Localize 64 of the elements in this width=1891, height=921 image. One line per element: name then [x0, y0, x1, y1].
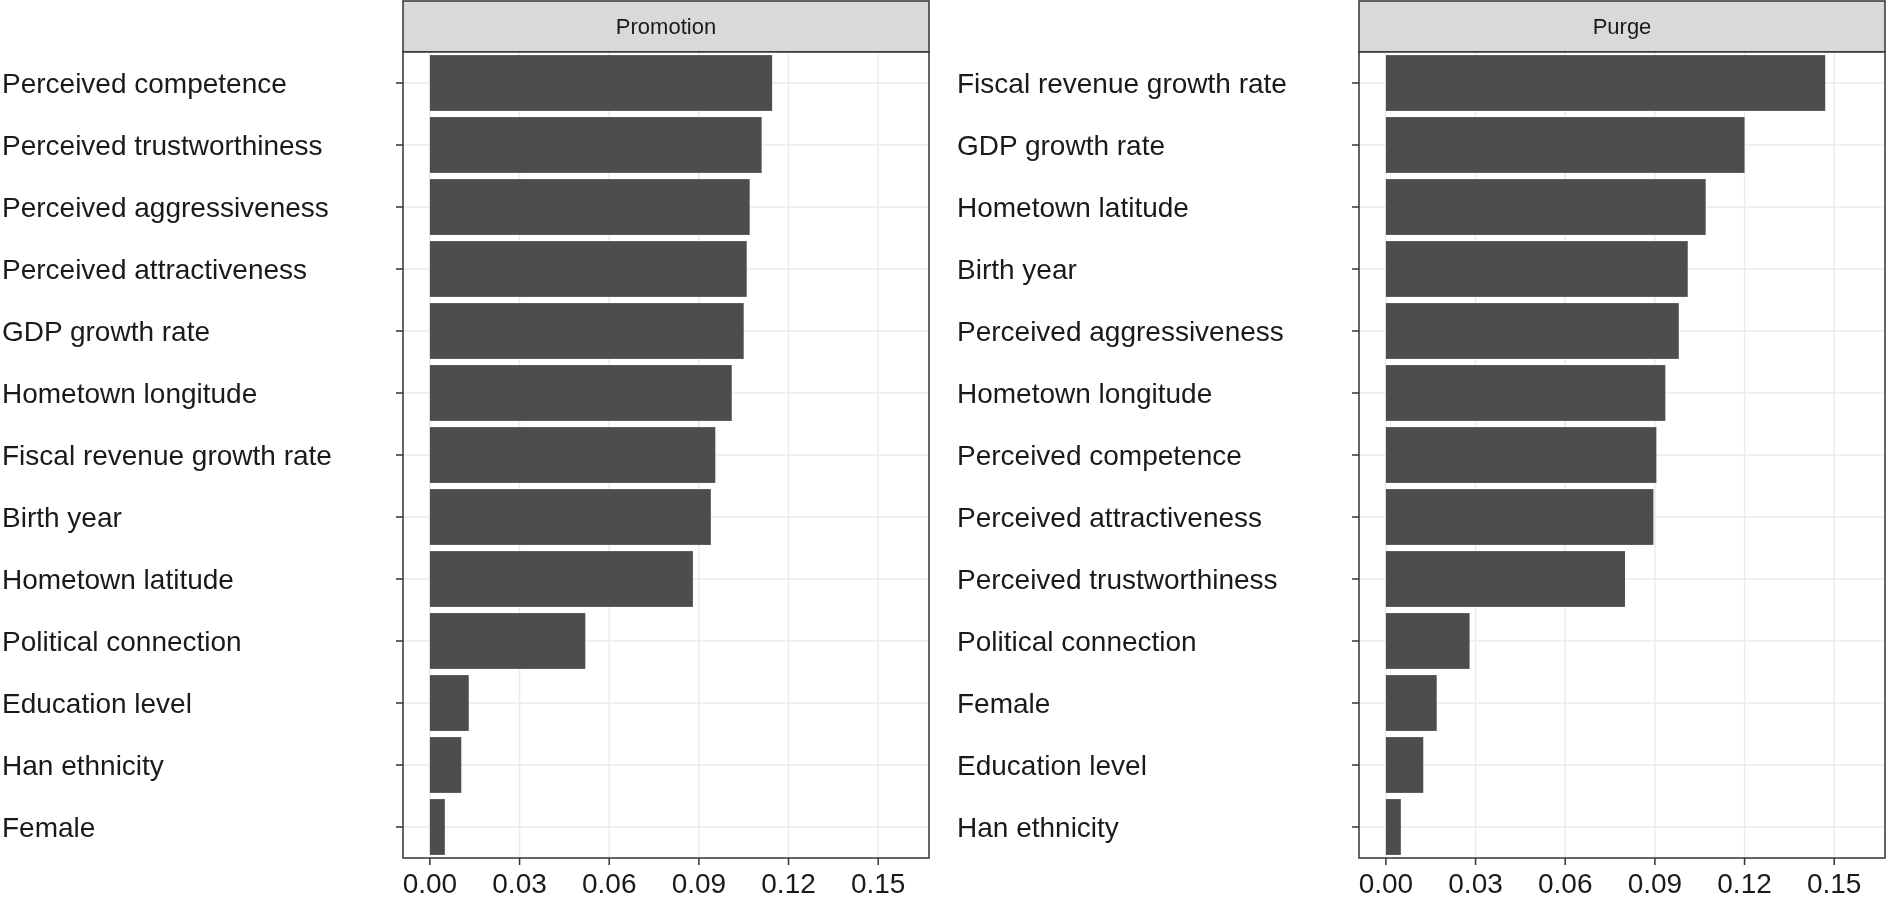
bar: [1385, 613, 1470, 669]
y-tick-label: Han ethnicity: [957, 812, 1119, 843]
bar: [1385, 551, 1625, 607]
bar: [429, 675, 469, 731]
y-tick-label: Hometown latitude: [2, 564, 234, 595]
bar: [429, 117, 762, 173]
y-tick-label: Political connection: [957, 626, 1197, 657]
bar: [1385, 675, 1437, 731]
bar: [1385, 303, 1679, 359]
y-tick-label: Hometown longitude: [2, 378, 258, 409]
bar: [1385, 799, 1401, 855]
y-tick-label: Perceived competence: [957, 440, 1242, 471]
x-tick-label: 0.12: [1717, 868, 1772, 899]
y-tick-label: Han ethnicity: [2, 750, 164, 781]
y-tick-label: Female: [957, 688, 1051, 719]
y-tick-label: Perceived competence: [2, 68, 287, 99]
bar: [429, 179, 750, 235]
bar: [429, 489, 711, 545]
x-tick-label: 0.09: [1627, 868, 1683, 899]
bar: [1385, 365, 1666, 421]
y-tick-label: Perceived trustworthiness: [957, 564, 1278, 595]
bar: [429, 427, 716, 483]
x-tick-label: 0.15: [850, 868, 906, 899]
y-tick-label: Birth year: [2, 502, 122, 533]
bar: [429, 551, 693, 607]
bar: [429, 303, 744, 359]
y-tick-label: Fiscal revenue growth rate: [2, 440, 332, 471]
bar: [1385, 179, 1706, 235]
x-tick-label: 0.06: [1537, 868, 1593, 899]
chart-title: Purge: [1592, 14, 1652, 39]
y-tick-label: GDP growth rate: [2, 316, 211, 347]
bar: [1385, 427, 1657, 483]
bar: [429, 737, 462, 793]
bar: [429, 613, 586, 669]
bar: [1385, 737, 1424, 793]
bar: [1385, 241, 1688, 297]
y-tick-label: Hometown longitude: [957, 378, 1213, 409]
y-tick-label: Perceived attractiveness: [2, 254, 308, 285]
x-tick-label: 0.00: [1358, 868, 1414, 899]
bar: [1385, 489, 1654, 545]
y-tick-label: Perceived aggressiveness: [2, 192, 329, 223]
x-tick-label: 0.15: [1806, 868, 1862, 899]
y-tick-label: GDP growth rate: [957, 130, 1166, 161]
x-tick-label: 0.03: [492, 868, 547, 899]
y-tick-label: Education level: [2, 688, 192, 719]
y-tick-label: Political connection: [2, 626, 242, 657]
chart-title: Promotion: [615, 14, 717, 39]
bar: [429, 799, 445, 855]
y-tick-label: Female: [2, 812, 96, 843]
y-tick-label: Hometown latitude: [957, 192, 1189, 223]
y-tick-label: Birth year: [957, 254, 1077, 285]
x-tick-label: 0.03: [1448, 868, 1503, 899]
y-tick-label: Perceived attractiveness: [957, 502, 1263, 533]
x-tick-label: 0.12: [761, 868, 816, 899]
y-tick-label: Fiscal revenue growth rate: [957, 68, 1287, 99]
y-tick-label: Perceived aggressiveness: [957, 316, 1284, 347]
x-tick-label: 0.06: [581, 868, 637, 899]
bar: [429, 365, 732, 421]
bar: [429, 241, 747, 297]
y-tick-label: Education level: [957, 750, 1147, 781]
x-tick-label: 0.09: [671, 868, 727, 899]
y-tick-label: Perceived trustworthiness: [2, 130, 323, 161]
x-tick-label: 0.00: [402, 868, 458, 899]
bar: [1385, 117, 1745, 173]
